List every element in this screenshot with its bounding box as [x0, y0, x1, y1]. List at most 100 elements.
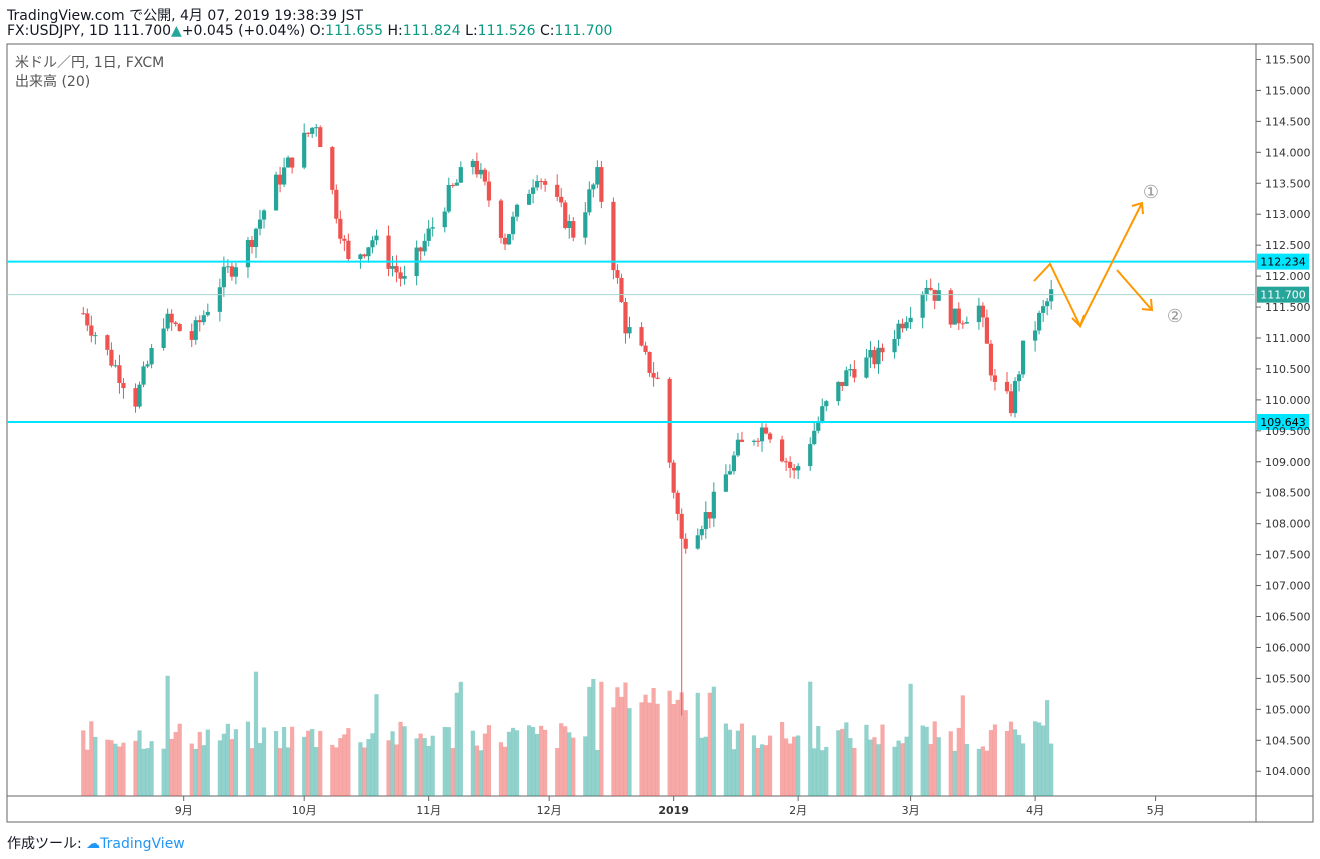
- volume-bar: [486, 725, 492, 796]
- tradingview-logo-icon: ☁: [86, 836, 101, 852]
- volume-bar: [418, 733, 423, 796]
- candle-body: [422, 240, 427, 252]
- volume-bar: [723, 723, 728, 796]
- candle-body: [478, 169, 483, 175]
- volume-bar: [1045, 700, 1050, 796]
- candle-body: [310, 127, 315, 134]
- candle-body: [675, 492, 680, 514]
- up-triangle-icon: ▲: [171, 23, 182, 39]
- x-tick-label: 4月: [1026, 804, 1044, 817]
- footer-brand[interactable]: TradingView: [100, 836, 185, 852]
- y-tick-label: 108.500: [1265, 487, 1311, 500]
- candle-body: [595, 167, 600, 185]
- volume-bar: [502, 746, 508, 796]
- candle-body: [193, 320, 198, 340]
- candle-body: [233, 267, 239, 277]
- candle-body: [358, 254, 363, 260]
- candle-body: [374, 235, 379, 241]
- candle-body: [470, 160, 475, 168]
- volume-bar: [735, 730, 741, 796]
- ohlc-line: FX:USDJPY, 1D 111.700▲+0.045 (+0.04%) O:…: [7, 23, 612, 39]
- volume-bar: [398, 721, 403, 796]
- volume-bar: [992, 724, 998, 796]
- volume-bar: [651, 687, 656, 796]
- low-label: L:: [465, 23, 478, 39]
- candle-body: [976, 305, 981, 323]
- volume-bar: [514, 730, 520, 796]
- volume-bar: [414, 738, 419, 796]
- annotation-1: ①: [1143, 182, 1159, 203]
- candle-body: [217, 287, 222, 312]
- volume-bar: [149, 741, 154, 796]
- symbol: FX:USDJPY, 1D: [7, 23, 109, 39]
- y-tick-label: 115.000: [1265, 84, 1311, 97]
- candle-body: [711, 491, 716, 519]
- x-tick-label: 11月: [416, 804, 441, 817]
- volume-bar: [1033, 721, 1038, 796]
- candle-body: [109, 349, 114, 366]
- volume-bar: [639, 702, 644, 796]
- y-tick-label: 106.000: [1265, 641, 1311, 654]
- candle-body: [531, 187, 536, 194]
- y-tick-label: 114.500: [1265, 115, 1311, 128]
- volume-bar: [446, 727, 451, 796]
- volume-bar: [205, 729, 210, 796]
- volume-bar: [450, 748, 455, 796]
- x-tick-label: 3月: [902, 804, 920, 817]
- volume-bar: [390, 731, 395, 796]
- volume-bar: [896, 740, 901, 796]
- volume-bar: [703, 736, 708, 796]
- candle-body: [796, 466, 801, 471]
- volume-bar: [338, 738, 343, 796]
- volume-bar: [739, 723, 745, 796]
- candle-body: [169, 313, 174, 323]
- y-tick-label: 107.000: [1265, 580, 1311, 593]
- volume-bar: [619, 696, 624, 796]
- volume-bar: [141, 748, 146, 796]
- volume-bar: [1016, 734, 1022, 796]
- volume-bar: [394, 744, 399, 796]
- volume-bar: [647, 702, 652, 796]
- volume-bar: [273, 731, 279, 796]
- candle-body: [398, 272, 403, 279]
- volume-bar: [695, 692, 700, 796]
- candle-body: [306, 132, 311, 134]
- x-tick-label: 12月: [537, 804, 562, 817]
- close-value: 111.700: [554, 23, 613, 39]
- candle-body: [984, 317, 990, 344]
- volume-bar: [105, 739, 110, 796]
- volume-bar: [763, 745, 769, 796]
- volume-bar: [868, 739, 873, 796]
- volume-bar: [563, 726, 568, 796]
- resistance-label-bg: [1257, 253, 1309, 270]
- volume-bar: [671, 703, 676, 796]
- y-tick-label: 109.000: [1265, 456, 1311, 469]
- volume-bar: [426, 745, 431, 796]
- volume-bar: [960, 695, 965, 796]
- volume-bar: [984, 750, 990, 796]
- candle-body: [792, 467, 797, 471]
- candle-body: [583, 212, 588, 238]
- volume-bar: [952, 750, 957, 796]
- candle-body: [257, 219, 263, 229]
- candle-body: [892, 338, 897, 353]
- candle-body: [197, 320, 202, 323]
- volume-bar: [751, 735, 757, 796]
- candle-body: [93, 335, 98, 337]
- candle-body: [619, 277, 624, 303]
- volume-bar: [924, 726, 929, 796]
- candle-body: [707, 512, 712, 519]
- volume-bar: [362, 747, 367, 796]
- price-axis: 115.500 115.000 114.500 114.000 113.500 113.0…: [1256, 53, 1311, 778]
- candle-body: [121, 382, 126, 389]
- y-tick-label: 105.000: [1265, 703, 1311, 716]
- volume-bar: [1049, 743, 1054, 796]
- candle-body: [514, 204, 520, 217]
- volume-bar: [1037, 722, 1042, 796]
- volume-bar: [559, 723, 564, 796]
- volume-bar: [257, 743, 263, 796]
- candle-body: [245, 240, 251, 268]
- series-legend: 米ドル／円, 1日, FXCM: [15, 55, 164, 71]
- candle-body: [386, 235, 391, 269]
